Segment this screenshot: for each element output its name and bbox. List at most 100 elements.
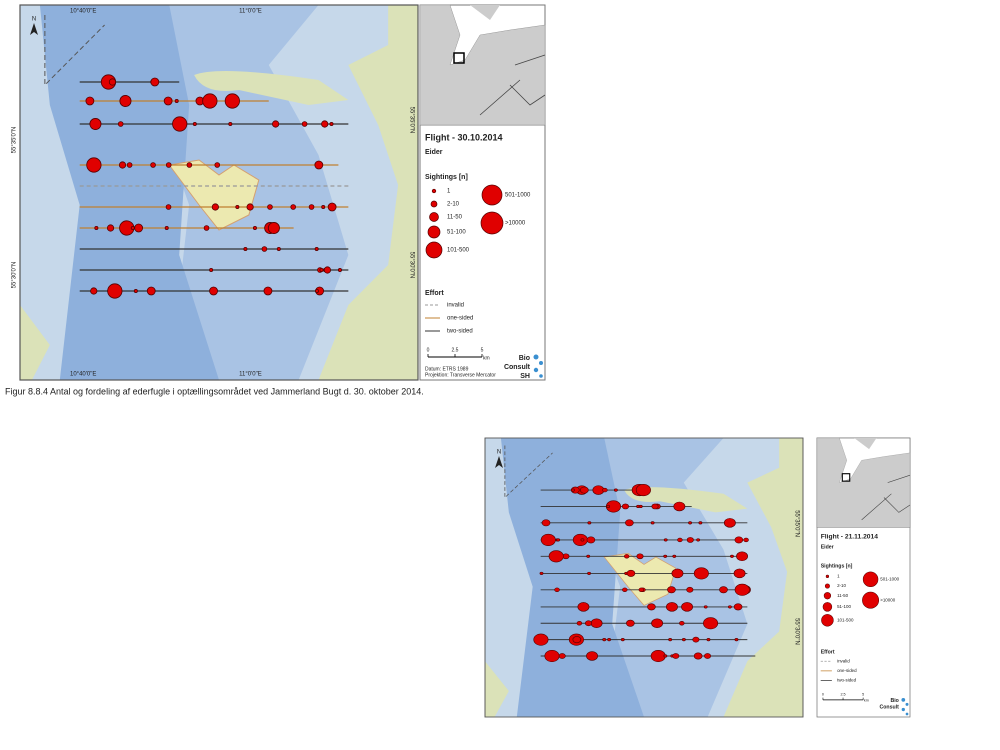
sighting <box>224 93 240 109</box>
legend-label: 1 <box>837 574 840 579</box>
sighting <box>626 619 635 627</box>
legend-symbol <box>431 188 437 194</box>
sighting <box>165 204 172 210</box>
sighting <box>666 602 678 612</box>
sighting <box>544 649 560 663</box>
legend-symbol <box>427 225 441 239</box>
legend-symbol <box>862 591 880 609</box>
sighting <box>681 638 686 642</box>
sighting <box>163 96 173 106</box>
sighting <box>267 222 280 234</box>
coord-label: 11°0'0"E <box>239 372 262 378</box>
projection: Projektion: Transverse Mercator <box>425 372 496 378</box>
logo-dot <box>901 707 905 712</box>
logo-dot <box>905 702 909 706</box>
sighting <box>734 536 744 544</box>
sighting <box>314 289 319 293</box>
sighting <box>620 638 625 642</box>
sighting <box>663 538 668 542</box>
sighting <box>130 226 135 230</box>
legend-symbol <box>425 241 443 259</box>
sighting <box>172 116 188 132</box>
logo-text: Consult <box>504 364 531 371</box>
sighting <box>688 521 692 525</box>
sighting <box>584 620 593 627</box>
sighting <box>704 653 712 659</box>
north-arrow <box>495 456 503 468</box>
sighting <box>733 603 743 611</box>
sighting <box>572 636 582 644</box>
sighting <box>636 553 644 560</box>
coord-label: 55°35'0"N <box>793 510 799 537</box>
sighting <box>727 605 732 609</box>
sighting <box>621 503 629 510</box>
sighting <box>703 605 708 609</box>
legend-heading: Effort <box>425 290 444 297</box>
datum: Datum: ETRS 1989 <box>425 366 469 372</box>
coord-label: 55°30'0"N <box>408 252 414 279</box>
reef-area <box>603 552 677 606</box>
caption: Figur 8.8.4 Antal og fordeling af ederfu… <box>5 386 424 396</box>
legend-symbol <box>481 184 503 206</box>
sighting <box>576 621 583 626</box>
sighting <box>108 78 117 86</box>
sighting <box>743 537 749 543</box>
coord-label: 55°35'0"N <box>12 127 18 154</box>
sighting <box>209 286 218 296</box>
inset-eez <box>861 474 911 521</box>
sighting <box>86 157 102 173</box>
land-sw <box>485 661 509 717</box>
legend-label: two-sided <box>447 329 473 335</box>
sighting <box>337 268 342 272</box>
sighting <box>734 638 739 642</box>
sighting <box>94 226 99 230</box>
land-sw <box>20 305 50 380</box>
sighting <box>203 225 210 231</box>
sighting <box>667 586 676 594</box>
sighting <box>696 538 701 542</box>
sighting <box>327 202 337 212</box>
sighting <box>554 587 560 592</box>
legend-species: Eider <box>821 545 834 551</box>
north-label: N <box>497 450 501 456</box>
coord-label: 10°40'0"E <box>70 9 96 15</box>
logo-dot <box>905 712 909 716</box>
inset-land <box>816 437 911 528</box>
sighting <box>580 538 585 542</box>
inset-land <box>440 5 500 90</box>
map-frame <box>484 437 804 718</box>
legend-label: 51-100 <box>447 230 466 236</box>
sighting <box>246 203 254 211</box>
legend-label: 101-500 <box>837 617 854 622</box>
sighting <box>301 121 308 127</box>
sighting <box>133 289 138 293</box>
sighting <box>624 554 630 559</box>
map-frame <box>19 4 419 381</box>
sighting <box>651 503 659 510</box>
inset-land <box>419 4 546 126</box>
sighting <box>321 120 329 128</box>
sighting <box>577 602 590 612</box>
legend-symbol <box>824 583 830 589</box>
sighting <box>541 519 551 527</box>
sighting <box>321 205 326 209</box>
scale-label: 2.5 <box>452 347 459 353</box>
sighting <box>668 638 673 642</box>
legend-title: Flight - 30.10.2014 <box>425 132 503 142</box>
sighting <box>625 519 634 527</box>
sighting <box>192 122 197 126</box>
sighting <box>540 533 556 546</box>
sighting <box>586 536 596 544</box>
scale-label: 0 <box>822 693 824 697</box>
sighting <box>681 602 693 612</box>
sighting <box>602 638 607 642</box>
sighting <box>214 162 221 168</box>
coord-label: 10°40'0"E <box>70 372 96 378</box>
legend-symbol <box>822 602 833 612</box>
sighting <box>243 247 248 251</box>
sighting <box>736 551 748 562</box>
sighting <box>267 204 273 210</box>
sighting <box>186 162 193 168</box>
sighting <box>651 618 664 629</box>
